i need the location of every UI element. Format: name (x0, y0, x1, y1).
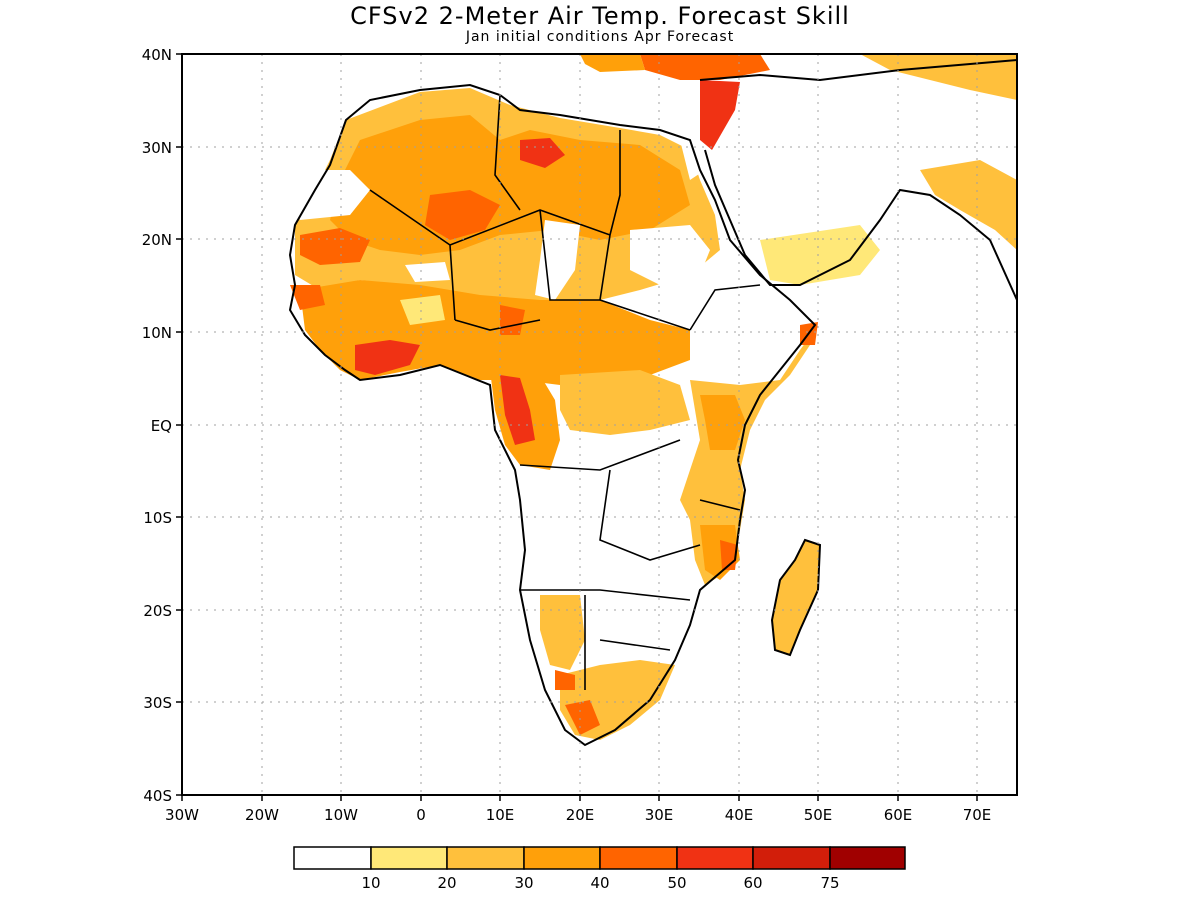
skill-region-sahara-inner (330, 115, 690, 255)
skill-region-east-africa (680, 330, 815, 585)
skill-gap-mauritania (290, 170, 370, 220)
colorbar-swatch (523, 846, 601, 870)
skill-region-cape-hot (555, 670, 575, 690)
boundary-lines (288, 59, 1017, 747)
x-tick-label: 70E (963, 806, 992, 824)
colorbar-swatch (676, 846, 754, 870)
skill-region-senegal (290, 285, 325, 310)
graticule (182, 54, 1017, 795)
map-title: CFSv2 2-Meter Air Temp. Forecast Skill (350, 2, 850, 30)
x-axis (181, 795, 978, 801)
skill-gap-sudan (630, 225, 710, 285)
colorbar-swatch (829, 846, 906, 870)
y-axis (176, 53, 182, 796)
x-tick-label: 40E (725, 806, 754, 824)
country-borders (369, 94, 761, 690)
colorbar-label: 10 (361, 874, 380, 892)
x-tick-label: 60E (884, 806, 913, 824)
skill-region-turkey (640, 54, 770, 80)
colorbar-label: 60 (743, 874, 762, 892)
skill-gap-egypt-sinai (680, 140, 705, 180)
skill-region-libya-hot (520, 138, 565, 168)
colorbar-label: 50 (667, 874, 686, 892)
y-tick-label: 30S (143, 694, 172, 712)
skill-region-india-west (920, 160, 1017, 250)
y-tick-label: 20N (142, 231, 172, 249)
x-tick-label: 10W (324, 806, 358, 824)
skill-gap-chad (535, 220, 580, 300)
x-tick-label: 20E (566, 806, 595, 824)
y-tick-label: 10N (142, 324, 172, 342)
colorbar-label: 40 (590, 874, 609, 892)
skill-shading (290, 54, 1017, 745)
skill-region-arabia-south (760, 225, 880, 285)
skill-region-central-sahara-hot (425, 190, 500, 240)
y-tick-label: 10S (143, 509, 172, 527)
colorbar-swatch (599, 846, 678, 870)
madagascar-coastline (770, 538, 822, 657)
colorbar-swatch (293, 846, 372, 870)
x-tick-label: 20W (245, 806, 279, 824)
skill-region-namibia (540, 595, 585, 670)
skill-region-kenya (700, 395, 745, 450)
arabia-coastline (699, 59, 1017, 301)
madagascar-landmass (772, 540, 820, 655)
skill-region-iran (860, 54, 1017, 100)
skill-region-south-africa-hot (565, 700, 600, 735)
colorbar-swatch (370, 846, 448, 870)
colorbar-label: 30 (514, 874, 533, 892)
y-tick-label: EQ (151, 417, 172, 435)
y-tick-label: 40S (143, 787, 172, 805)
y-tick-label: 40N (142, 46, 172, 64)
colorbar-label: 75 (820, 874, 839, 892)
skill-region-west-sahara-hot (300, 228, 370, 265)
x-tick-label: 50E (804, 806, 833, 824)
skill-region-guinea-coast (355, 340, 420, 375)
x-tick-label: 10E (486, 806, 515, 824)
map-subtitle: Jan initial conditions Apr Forecast (465, 29, 735, 45)
x-tick-label: 30E (645, 806, 674, 824)
colorbar-swatch (752, 846, 831, 870)
skill-region-car (560, 370, 690, 435)
skill-region-levant (700, 80, 740, 150)
y-tick-label: 20S (143, 602, 172, 620)
x-tick-label: 30W (165, 806, 199, 824)
skill-region-gabon-hot (500, 375, 535, 445)
x-tick-label: 0 (416, 806, 426, 824)
colorbar-label: 20 (437, 874, 456, 892)
y-tick-label: 30N (142, 139, 172, 157)
africa-coastline (288, 83, 817, 747)
skill-gap-ethiopia (690, 320, 780, 385)
skill-region-europe-edge (580, 54, 645, 72)
colorbar-swatch (446, 846, 525, 870)
skill-gap-guinea (400, 295, 445, 325)
colorbar: 10 20 30 40 50 60 75 (293, 846, 906, 892)
skill-gap-niger (405, 262, 450, 282)
